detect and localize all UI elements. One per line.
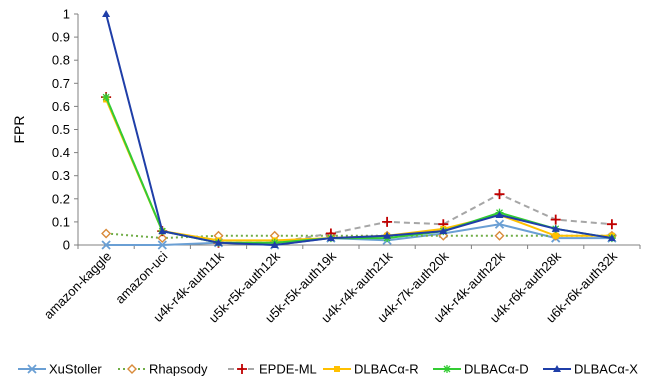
- y-tick-label: 0.2: [52, 191, 70, 206]
- triangle-marker: [158, 227, 167, 235]
- plus-marker: [550, 214, 561, 225]
- series-group: [101, 10, 617, 250]
- legend-item-DLBACα-R: DLBACα-R: [323, 362, 419, 377]
- diamond-marker: [101, 228, 112, 239]
- legend: XuStoller Rhapsody EPDE-ML DLBACα-R DLBACα-D…: [18, 362, 638, 377]
- star-marker: [443, 365, 451, 373]
- x-tick-label: amazon-uci: [112, 248, 170, 306]
- triangle-marker: [214, 238, 223, 246]
- axes: [77, 14, 640, 246]
- x-marker: [494, 219, 505, 229]
- x-marker: [157, 240, 167, 250]
- y-tick-label: 0.1: [52, 214, 70, 229]
- plus-marker: [494, 189, 505, 200]
- y-tick-label: 0.7: [52, 76, 70, 91]
- square-marker: [552, 232, 559, 239]
- plus-marker: [606, 219, 617, 230]
- series-line: [105, 13, 613, 247]
- triangle-marker: [439, 227, 448, 235]
- legend-label: XuStoller: [49, 362, 102, 377]
- legend-item-DLBACα-D: DLBACα-D: [433, 362, 529, 377]
- square-marker: [334, 366, 340, 372]
- triangle-marker: [326, 234, 335, 242]
- series-line: [106, 232, 612, 240]
- x-marker: [27, 364, 37, 374]
- triangle-marker: [270, 241, 279, 248]
- x-axis-ticks: amazon-kaggleamazon-uciu4k-r4k-auth11ku5…: [41, 245, 641, 326]
- series-DLBACα-X: [102, 10, 616, 248]
- y-axis-ticks: 0 0.1 0.2 0.3 0.4 0.5 0.6 0.7 0.8 0.9 1: [52, 7, 78, 253]
- diamond-marker: [157, 233, 168, 244]
- legend-label: EPDE-ML: [259, 362, 317, 377]
- y-tick-label: 0.5: [52, 122, 70, 137]
- y-axis-label: FPR: [11, 116, 27, 144]
- series-line: [106, 223, 612, 247]
- plus-marker: [237, 364, 247, 374]
- legend-label: DLBACα-D: [464, 362, 529, 377]
- legend-label: DLBACα-X: [574, 362, 638, 377]
- y-tick-label: 0.8: [52, 53, 70, 68]
- legend-item-XuStoller: XuStoller: [18, 362, 102, 377]
- legend-item-Rhapsody: Rhapsody: [118, 362, 208, 377]
- y-tick-label: 0.4: [52, 145, 70, 160]
- legend-item-DLBACα-X: DLBACα-X: [543, 362, 638, 377]
- legend-item-EPDE-ML: EPDE-ML: [228, 362, 317, 377]
- series-line: [105, 99, 612, 242]
- star-marker: [102, 93, 111, 102]
- plus-marker: [382, 216, 393, 227]
- y-tick-label: 0: [63, 238, 70, 253]
- y-tick-label: 0.6: [52, 99, 70, 114]
- x-tick-label: amazon-kaggle: [41, 249, 114, 322]
- triangle-marker: [551, 224, 560, 232]
- series-line: [105, 96, 612, 244]
- y-tick-label: 1: [63, 7, 70, 22]
- legend-label: Rhapsody: [149, 362, 208, 377]
- series-line: [105, 96, 613, 244]
- x-marker: [101, 240, 111, 250]
- triangle-marker: [495, 210, 504, 218]
- triangle-marker: [607, 234, 616, 242]
- diamond-marker: [127, 364, 137, 374]
- legend-label: DLBACα-R: [354, 362, 419, 377]
- triangle-marker: [383, 231, 392, 239]
- triangle-marker: [553, 365, 561, 372]
- triangle-marker: [102, 10, 111, 17]
- diamond-marker: [494, 230, 505, 241]
- y-tick-label: 0.3: [52, 168, 70, 183]
- y-tick-label: 0.9: [52, 30, 70, 45]
- series-DLBACα-R: [103, 96, 615, 244]
